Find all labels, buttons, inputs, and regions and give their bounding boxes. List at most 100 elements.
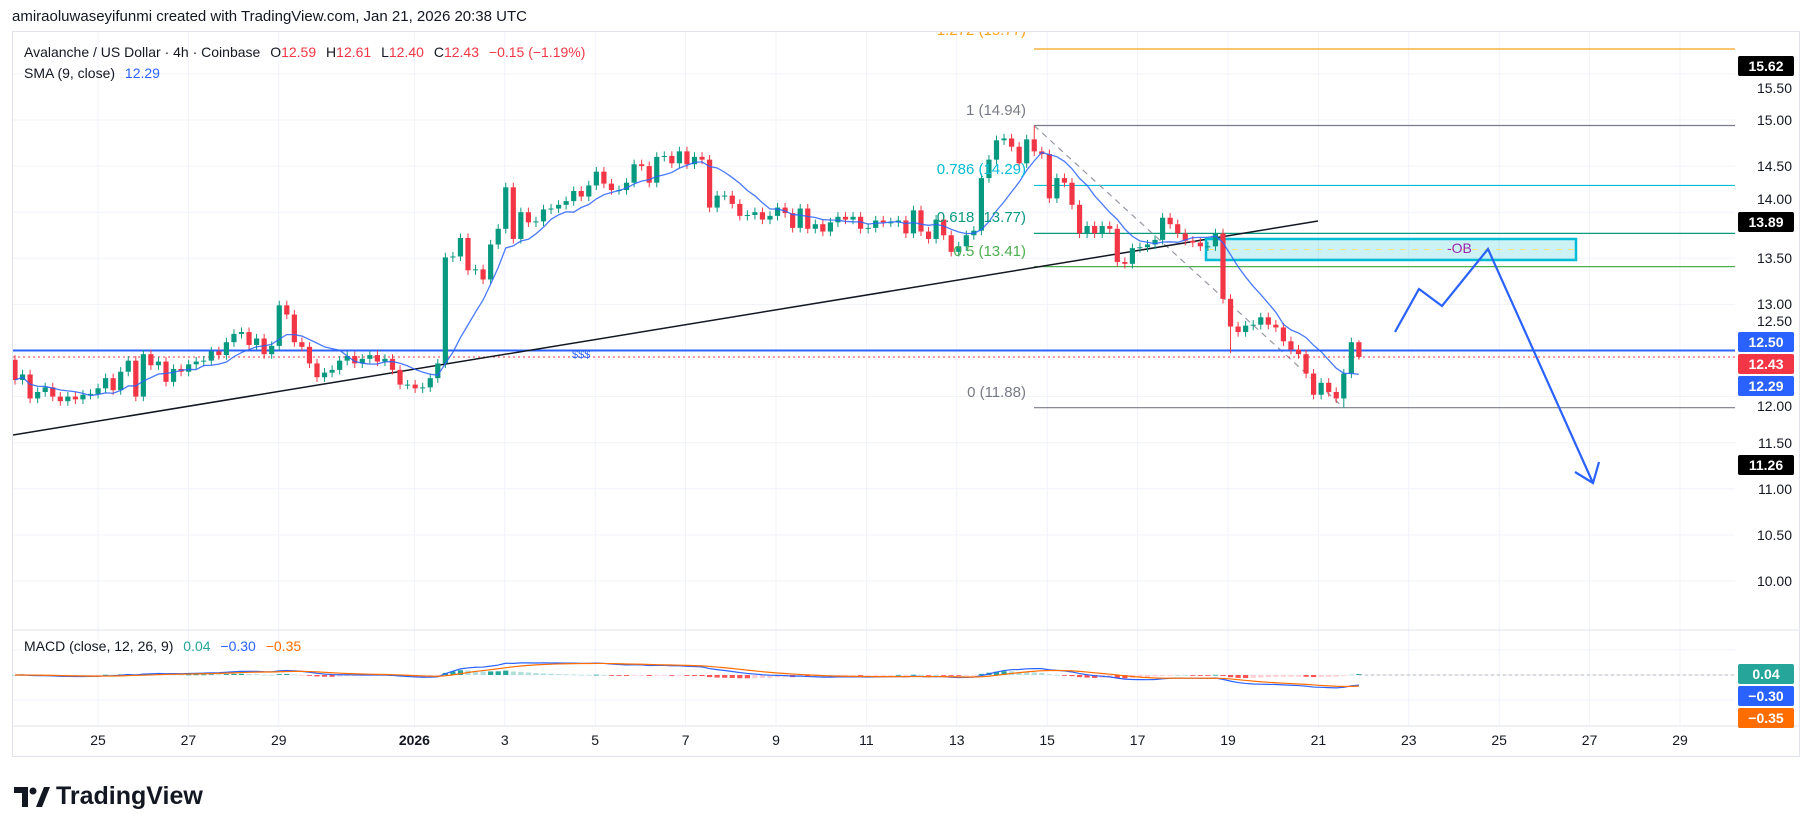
candle-body	[374, 355, 380, 362]
candle-body	[903, 220, 909, 234]
macd-histogram-bar	[1076, 675, 1083, 678]
macd-histogram-bar	[178, 674, 184, 676]
candle-body	[1144, 244, 1151, 248]
macd-histogram-bar	[12, 675, 18, 676]
price-axis-label: 15.50	[1756, 80, 1792, 96]
candle-body	[321, 372, 328, 378]
candle	[465, 233, 471, 275]
time-axis-label: 13	[949, 732, 965, 748]
candle	[1303, 349, 1309, 379]
candle-body	[450, 256, 456, 258]
candle	[1046, 149, 1052, 203]
macd-histogram-bar	[1137, 675, 1143, 678]
symbol-title[interactable]: Avalanche / US Dollar · 4h · Coinbase	[24, 44, 261, 60]
macd-histogram-bar	[495, 671, 501, 675]
candle-body	[344, 356, 350, 361]
macd-histogram-bar	[1356, 673, 1362, 675]
candle	[918, 205, 924, 237]
candle-body	[329, 369, 335, 373]
candle-body	[563, 201, 569, 205]
candle-body	[72, 396, 78, 400]
macd-histogram-bar	[261, 674, 267, 676]
time-axis-label: 9	[772, 732, 780, 748]
candle-body	[133, 360, 139, 397]
candle-body	[65, 396, 71, 402]
candle	[488, 239, 494, 285]
candle-body	[1250, 324, 1256, 326]
macd-histogram-bar	[903, 675, 909, 676]
candle	[87, 389, 94, 400]
candle-body	[676, 151, 682, 164]
macd-histogram-bar	[639, 675, 645, 676]
grid	[13, 32, 1800, 727]
candle	[1152, 235, 1158, 250]
candle-body	[238, 332, 245, 334]
time-axis-label: 27	[1581, 732, 1598, 748]
macd-histogram-bar	[956, 675, 962, 676]
macd-histogram-bar	[895, 674, 901, 676]
candle	[767, 211, 773, 225]
candle	[382, 354, 388, 367]
candle	[1099, 221, 1105, 239]
candle	[72, 391, 78, 404]
candle-body	[510, 187, 516, 239]
candle-body	[873, 220, 879, 228]
candle-body	[1333, 391, 1339, 399]
candle-body	[1107, 226, 1113, 229]
tradingview-logo[interactable]: TradingView	[14, 782, 203, 811]
close-label: C	[433, 44, 444, 60]
candle-body	[1137, 247, 1143, 249]
candle-body	[729, 195, 735, 204]
time-axis-label: 15	[1039, 732, 1055, 748]
sma-legend[interactable]: SMA (9, close) 12.29	[24, 65, 166, 81]
candle	[246, 327, 252, 350]
candle	[337, 356, 343, 375]
macd-histogram-bar	[1250, 675, 1256, 678]
candle	[774, 202, 781, 221]
candle	[1243, 320, 1249, 337]
macd-histogram-bar	[873, 675, 879, 676]
candle	[910, 205, 917, 239]
candle-body	[1016, 146, 1022, 164]
macd-histogram-bar	[1016, 671, 1022, 675]
macd-histogram-bar	[276, 674, 282, 675]
macd-histogram-bar	[1220, 675, 1226, 676]
open-label: O	[270, 44, 282, 60]
time-axis-label: 23	[1401, 732, 1417, 748]
macd-histogram-bar	[103, 674, 109, 676]
candle	[125, 356, 131, 377]
candle	[601, 167, 607, 189]
candle	[1265, 312, 1271, 330]
macd-histogram-bar	[1243, 675, 1249, 679]
macd-histogram-bar	[1303, 675, 1309, 677]
candle-body	[435, 363, 441, 379]
candle	[427, 373, 433, 392]
candle-body	[1318, 382, 1324, 395]
candle	[344, 351, 350, 366]
macd-histogram-bar	[1024, 671, 1030, 675]
macd-histogram-bar	[971, 675, 977, 676]
macd-histogram-bar	[1031, 672, 1037, 675]
candle-body	[170, 368, 177, 382]
macd-histogram-bar	[842, 675, 849, 676]
macd-histogram-bar	[193, 674, 199, 676]
candle	[1235, 321, 1241, 337]
macd-legend[interactable]: MACD (close, 12, 26, 9) 0.04 −0.30 −0.35	[24, 638, 307, 654]
candle	[223, 337, 229, 360]
macd-histogram-bar	[691, 675, 698, 676]
macd-histogram-bar	[925, 675, 932, 676]
macd-histogram-bar	[918, 674, 924, 676]
candle-body	[352, 356, 358, 364]
candle	[865, 223, 871, 234]
close-value: 12.43	[443, 44, 479, 60]
macd-line	[14, 662, 1359, 689]
candle	[593, 167, 599, 191]
macd-histogram-bar	[737, 675, 743, 679]
candle-body	[1076, 204, 1083, 234]
macd-histogram-bar	[676, 675, 682, 676]
candle-body	[457, 238, 464, 257]
candle-body	[797, 208, 803, 228]
candle-body	[850, 216, 856, 220]
time-axis-label: 2026	[398, 732, 430, 748]
